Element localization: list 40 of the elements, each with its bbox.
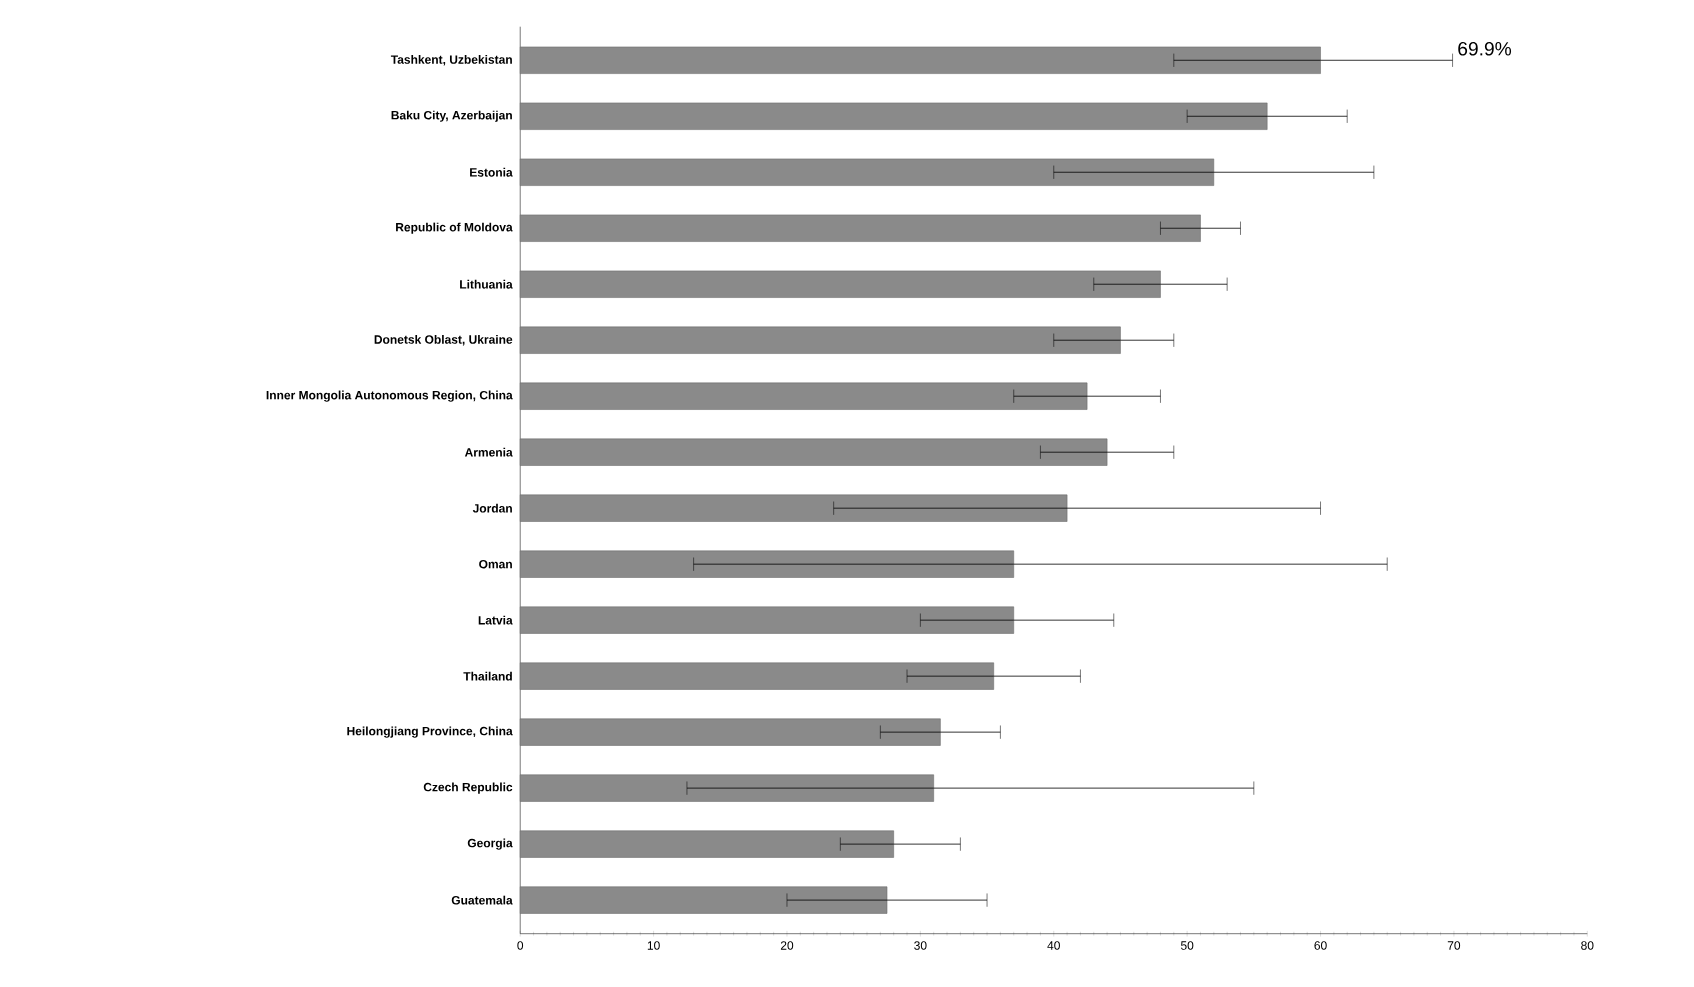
x-tick-label: 80 — [1581, 941, 1594, 950]
y-tick-label: Donetsk Oblast, Ukraine — [374, 334, 513, 346]
y-tick-label: Czech Republic — [423, 782, 513, 794]
bar — [519, 438, 1108, 466]
y-tick-label: Heilongjiang Province, China — [347, 726, 513, 738]
x-tick-label: 0 — [517, 941, 524, 950]
y-tick-label: Lithuania — [460, 279, 513, 289]
x-tick-label: 10 — [647, 941, 660, 950]
y-tick-label: Estonia — [470, 167, 513, 177]
bar — [519, 46, 1321, 74]
x-tick-label: 30 — [914, 941, 927, 950]
bar — [519, 662, 994, 690]
y-tick-label: Baku City, Azerbaijan — [391, 110, 512, 122]
x-tick-label: 20 — [780, 941, 794, 950]
y-tick-label: Tashkent, Uzbekistan — [390, 54, 512, 66]
bar — [519, 270, 1161, 298]
bar — [519, 382, 1088, 410]
y-tick-label: Georgia — [467, 838, 513, 850]
bar — [519, 158, 1215, 186]
bar — [519, 830, 894, 858]
bar — [519, 886, 888, 914]
x-tick-label: 50 — [1180, 941, 1194, 950]
bar — [519, 494, 1068, 522]
bar — [519, 326, 1121, 354]
x-tick-label: 70 — [1447, 941, 1461, 950]
bar — [519, 214, 1201, 242]
y-tick-label: Republic of Moldova — [396, 222, 513, 234]
y-tick-label: Armenia — [464, 447, 513, 457]
bar — [519, 606, 1015, 634]
x-tick-label: 40 — [1047, 941, 1060, 950]
bar — [519, 102, 1268, 130]
y-tick-label: Inner Mongolia Autonomous Region, China — [266, 390, 513, 402]
y-tick-label: Latvia — [478, 615, 513, 625]
y-tick-label: Oman — [479, 559, 512, 569]
x-tick-label: 60 — [1314, 941, 1327, 950]
y-tick-label: Guatemala — [451, 895, 513, 905]
y-tick-label: Thailand — [463, 671, 512, 681]
annotation: 69.9% — [1458, 41, 1512, 56]
bar — [519, 718, 941, 746]
y-tick-label: Jordan — [472, 503, 512, 513]
